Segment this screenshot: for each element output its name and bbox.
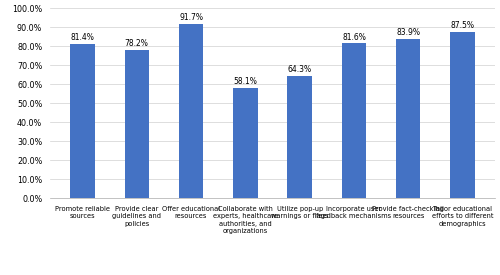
Bar bbox=[233, 88, 258, 198]
Text: 58.1%: 58.1% bbox=[234, 77, 258, 86]
Text: 81.6%: 81.6% bbox=[342, 33, 366, 42]
Text: 83.9%: 83.9% bbox=[396, 28, 420, 37]
Bar bbox=[342, 43, 366, 198]
Bar bbox=[450, 32, 475, 198]
Text: 78.2%: 78.2% bbox=[125, 39, 148, 48]
Text: 81.4%: 81.4% bbox=[70, 33, 94, 42]
Bar bbox=[288, 76, 312, 198]
Text: 87.5%: 87.5% bbox=[450, 21, 474, 31]
Bar bbox=[396, 39, 420, 198]
Bar bbox=[124, 50, 149, 198]
Bar bbox=[70, 43, 94, 198]
Bar bbox=[179, 24, 204, 198]
Text: 91.7%: 91.7% bbox=[179, 13, 203, 23]
Text: 64.3%: 64.3% bbox=[288, 65, 312, 75]
